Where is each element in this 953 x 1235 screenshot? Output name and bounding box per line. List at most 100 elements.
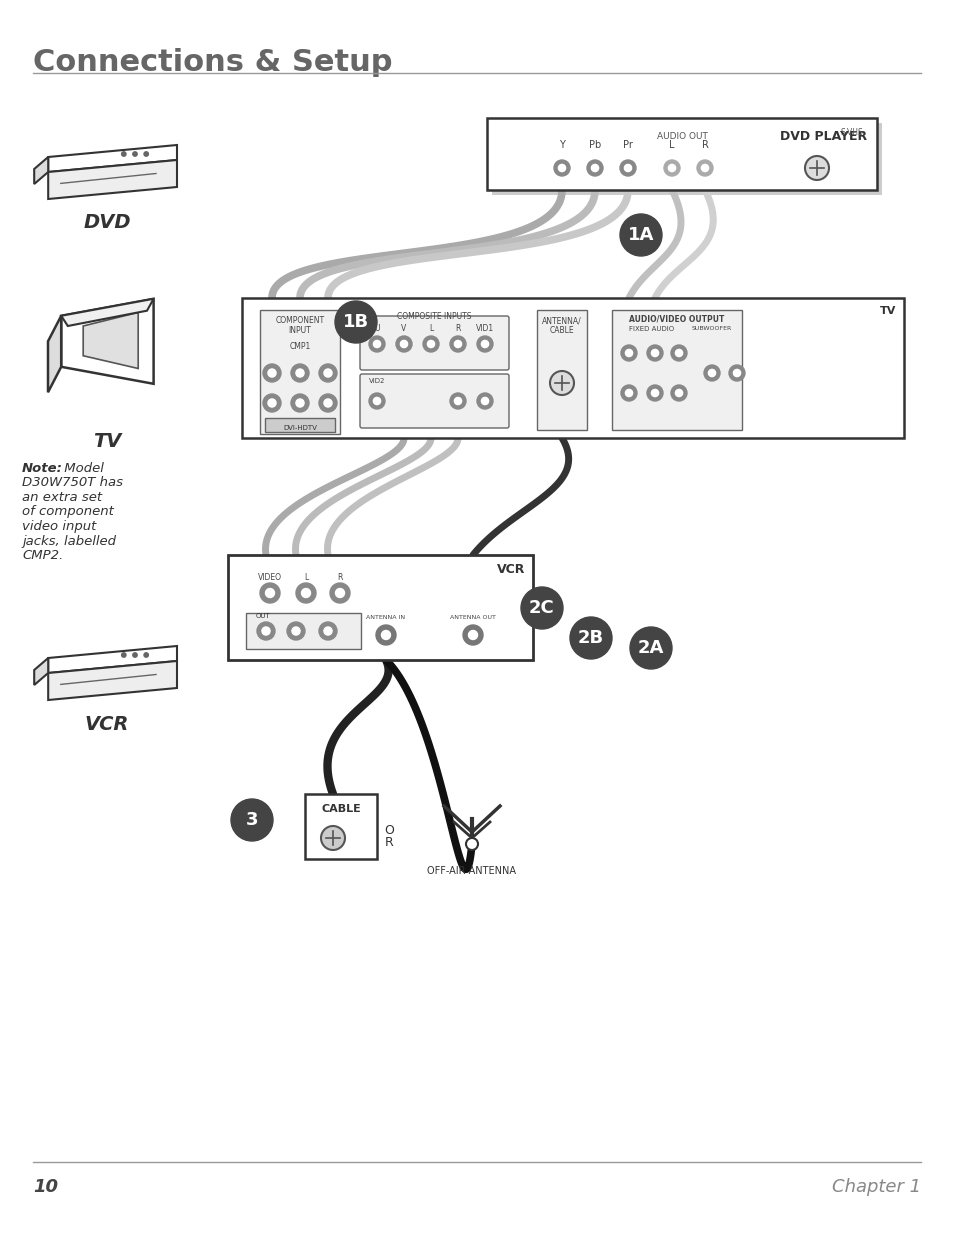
Circle shape — [287, 622, 305, 640]
Circle shape — [476, 336, 493, 352]
Polygon shape — [49, 144, 177, 172]
Circle shape — [295, 399, 304, 408]
Text: Y: Y — [558, 140, 564, 149]
Circle shape — [400, 341, 407, 347]
Polygon shape — [49, 161, 177, 199]
Text: 10: 10 — [33, 1178, 58, 1195]
Circle shape — [144, 152, 149, 156]
Text: ANTENNA/
CABLE: ANTENNA/ CABLE — [541, 316, 581, 336]
Circle shape — [291, 364, 309, 382]
Circle shape — [558, 164, 565, 172]
Circle shape — [520, 587, 562, 629]
Circle shape — [369, 336, 385, 352]
Circle shape — [231, 799, 273, 841]
Circle shape — [624, 164, 631, 172]
Circle shape — [465, 839, 477, 850]
Circle shape — [375, 625, 395, 645]
Bar — [612, 310, 741, 430]
Polygon shape — [61, 299, 153, 384]
Circle shape — [625, 389, 632, 396]
Text: TV: TV — [92, 432, 121, 451]
Text: an extra set: an extra set — [22, 492, 102, 504]
Text: L: L — [669, 140, 674, 149]
Circle shape — [291, 394, 309, 412]
Circle shape — [733, 369, 740, 377]
Bar — [265, 417, 335, 432]
Text: ANTENNA OUT: ANTENNA OUT — [450, 615, 496, 620]
Text: DVD PLAYER: DVD PLAYER — [779, 130, 866, 143]
Circle shape — [703, 366, 720, 382]
Circle shape — [330, 583, 350, 603]
Circle shape — [646, 345, 662, 361]
Text: Chapter 1: Chapter 1 — [831, 1178, 920, 1195]
Circle shape — [395, 336, 412, 352]
Circle shape — [651, 389, 658, 396]
Circle shape — [263, 394, 281, 412]
Bar — [492, 124, 882, 195]
Text: of component: of component — [22, 505, 113, 519]
Text: VCR: VCR — [85, 715, 129, 734]
Text: 2A: 2A — [638, 638, 663, 657]
Bar — [260, 310, 339, 433]
Circle shape — [481, 398, 488, 405]
Polygon shape — [48, 316, 61, 393]
Bar — [537, 310, 586, 430]
Text: VCR: VCR — [497, 563, 524, 576]
Circle shape — [462, 625, 482, 645]
Text: R: R — [700, 140, 708, 149]
Polygon shape — [83, 312, 138, 368]
Text: CMP2.: CMP2. — [22, 550, 63, 562]
Text: CABLE: CABLE — [321, 804, 360, 814]
Circle shape — [454, 341, 461, 347]
Circle shape — [324, 369, 332, 377]
Circle shape — [728, 366, 744, 382]
Bar — [228, 555, 533, 659]
Circle shape — [697, 161, 712, 177]
Circle shape — [373, 398, 380, 405]
Bar — [246, 613, 360, 650]
Circle shape — [268, 369, 275, 377]
Bar — [242, 298, 903, 438]
Text: R: R — [337, 573, 342, 582]
Circle shape — [260, 583, 280, 603]
Bar — [305, 794, 376, 860]
Circle shape — [132, 653, 137, 657]
Circle shape — [476, 393, 493, 409]
Text: 2B: 2B — [578, 629, 603, 647]
FancyBboxPatch shape — [359, 316, 509, 370]
Text: R: R — [455, 324, 460, 333]
Circle shape — [132, 152, 137, 156]
Circle shape — [651, 350, 658, 357]
Circle shape — [454, 398, 461, 405]
Text: COMPOSITE INPUTS: COMPOSITE INPUTS — [396, 312, 471, 321]
Circle shape — [450, 336, 465, 352]
Text: CMP1: CMP1 — [289, 342, 311, 351]
Circle shape — [263, 364, 281, 382]
Circle shape — [121, 152, 126, 156]
Text: FIXED AUDIO: FIXED AUDIO — [629, 326, 674, 332]
Circle shape — [620, 345, 637, 361]
Circle shape — [569, 618, 612, 659]
Circle shape — [292, 627, 300, 635]
Text: VID2: VID2 — [369, 378, 385, 384]
Text: AUDIO/VIDEO OUTPUT: AUDIO/VIDEO OUTPUT — [629, 314, 724, 324]
Text: Pr: Pr — [622, 140, 632, 149]
Circle shape — [295, 369, 304, 377]
Circle shape — [381, 631, 390, 640]
Text: U: U — [374, 324, 379, 333]
Text: COMPONENT
INPUT: COMPONENT INPUT — [275, 316, 324, 336]
Circle shape — [625, 350, 632, 357]
Circle shape — [629, 627, 671, 669]
Text: L: L — [429, 324, 433, 333]
Bar — [486, 119, 876, 190]
Polygon shape — [61, 299, 153, 326]
Text: video input: video input — [22, 520, 96, 534]
Circle shape — [675, 350, 682, 357]
Circle shape — [619, 161, 636, 177]
Circle shape — [591, 164, 598, 172]
Text: DVD: DVD — [83, 212, 131, 232]
Text: Pb: Pb — [588, 140, 600, 149]
Text: 1A: 1A — [627, 226, 654, 245]
Text: OUT: OUT — [255, 613, 271, 619]
Circle shape — [295, 583, 315, 603]
